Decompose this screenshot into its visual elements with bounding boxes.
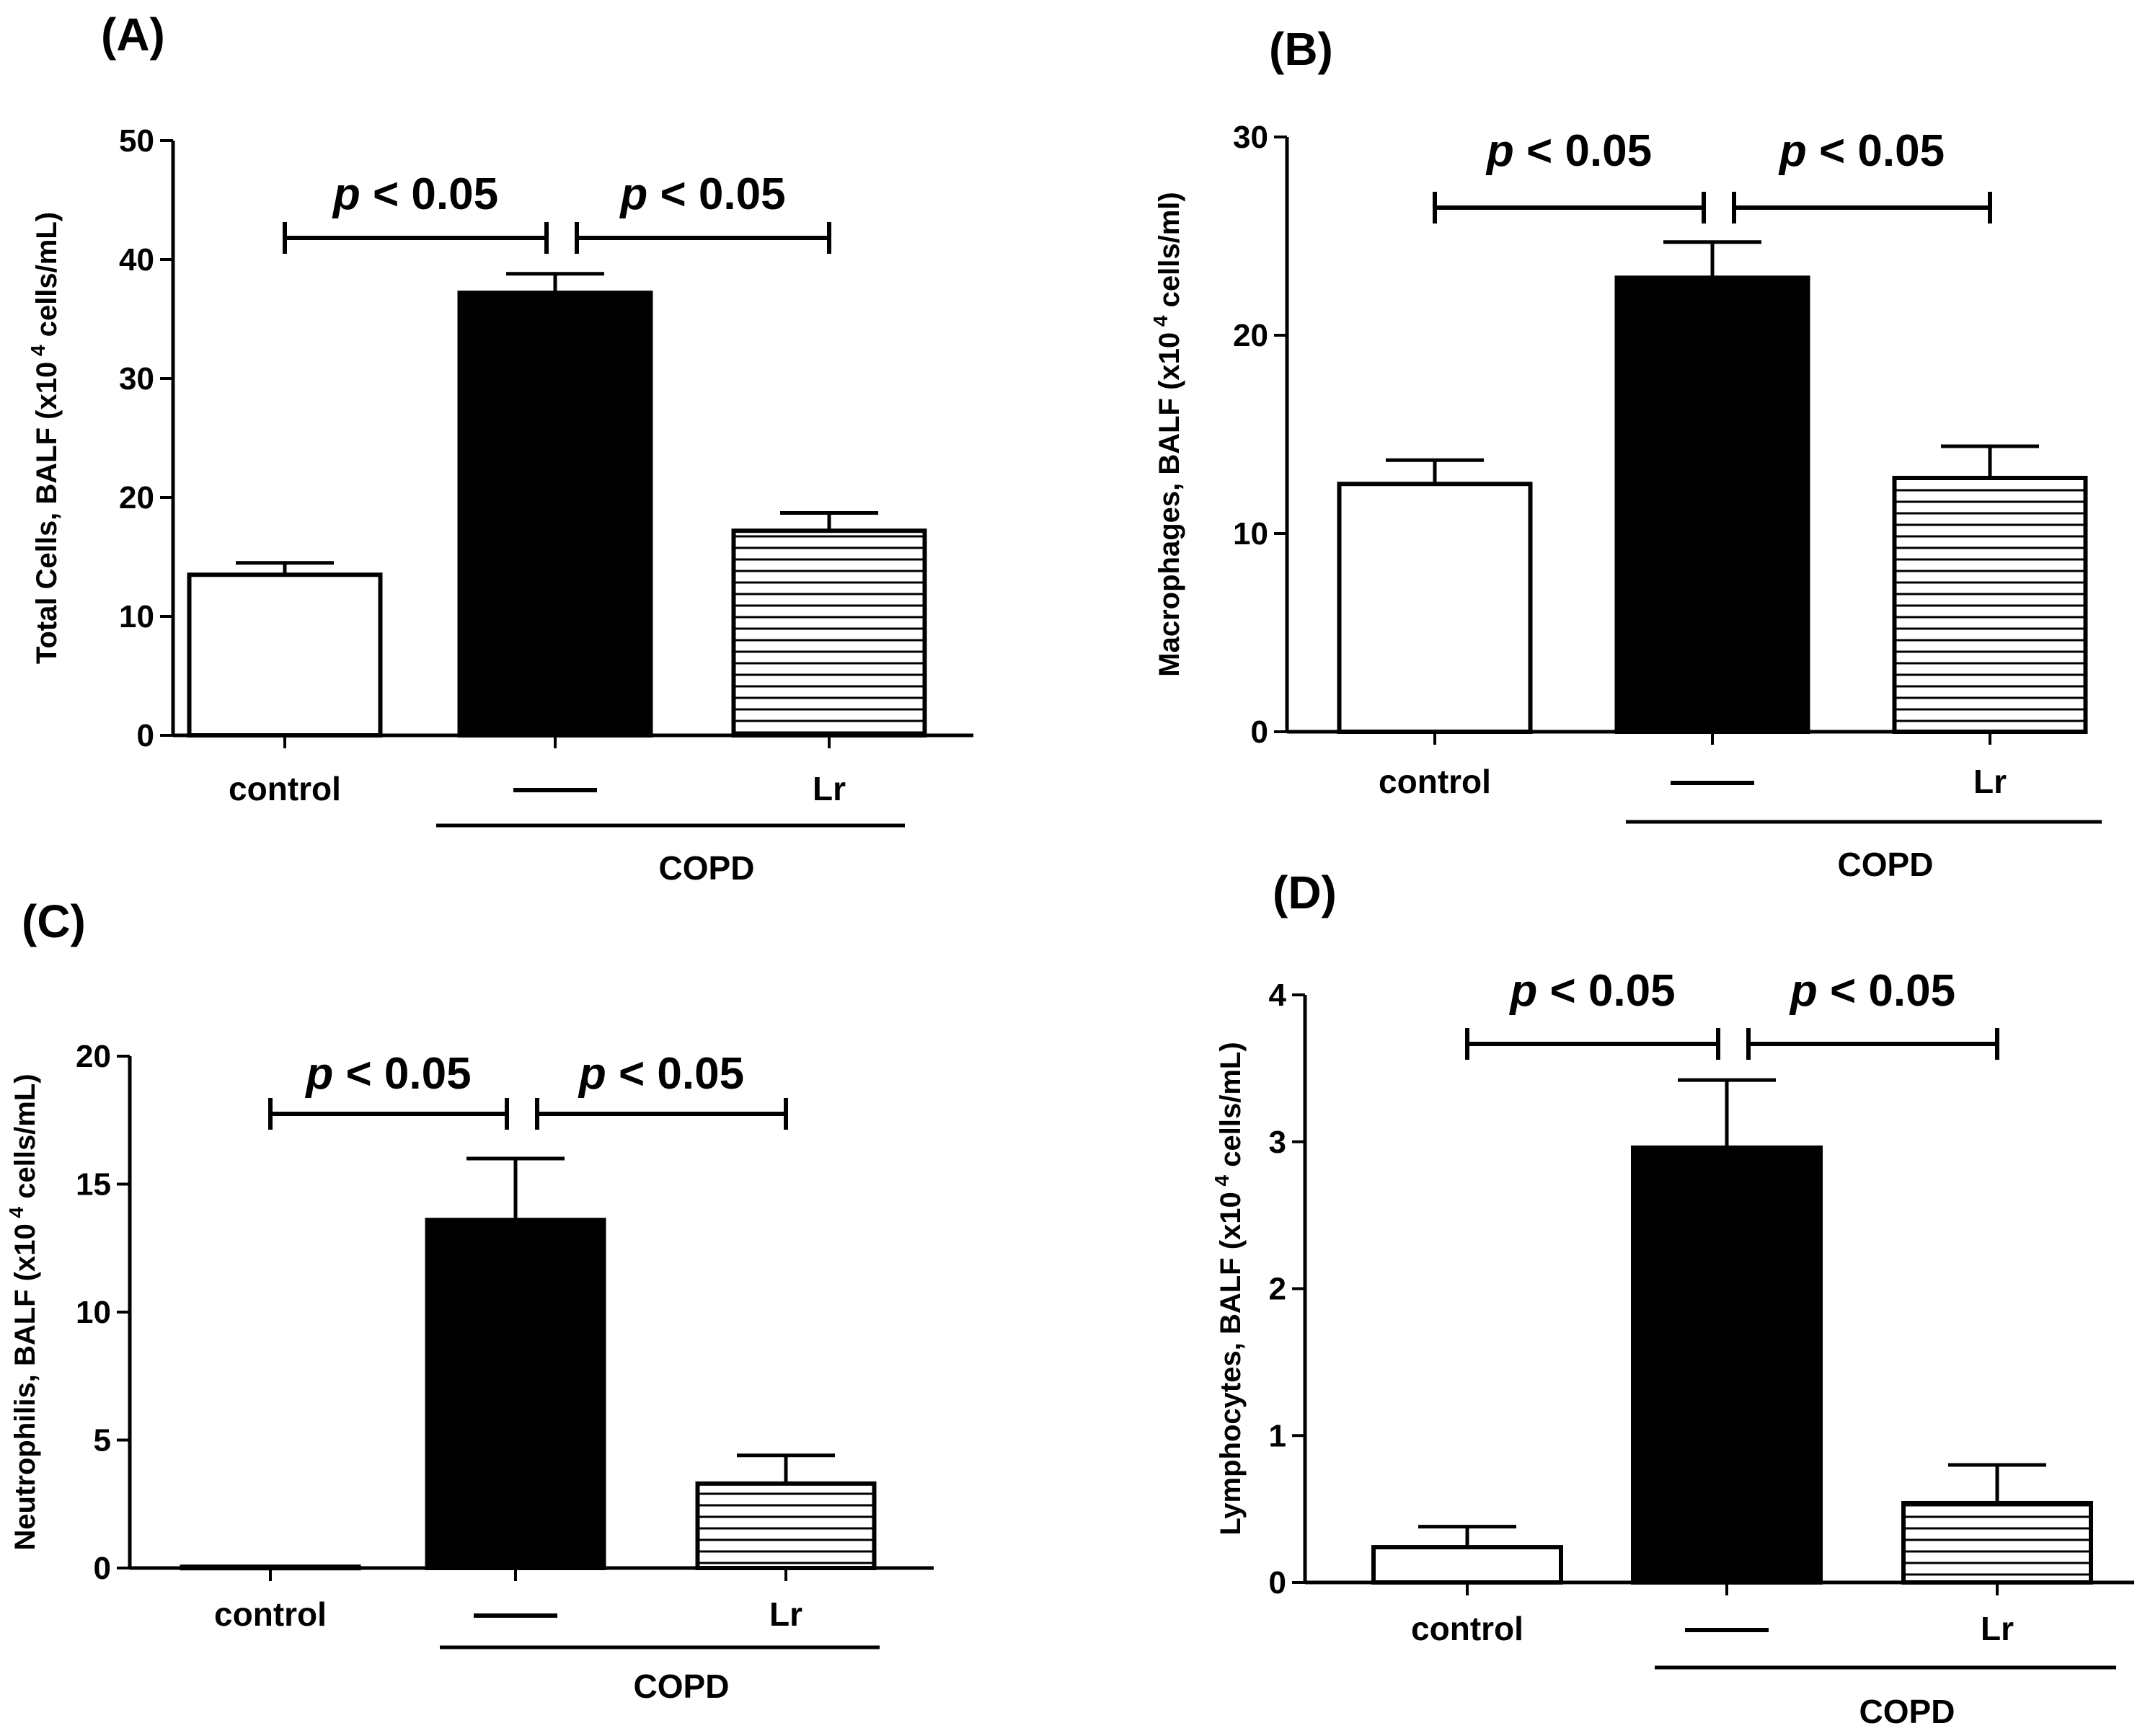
bar-2 [1631,1145,1823,1585]
significance-value: < 0.05 [647,169,785,219]
bar-3 [731,528,927,738]
significance-label: p < 0.05 [578,1049,744,1099]
bar-1 [1337,482,1533,734]
significance-label: p < 0.05 [304,1049,471,1099]
significance-p: p [578,1049,606,1099]
y-axis-label-main: Macrophages, BALF (x10 [1154,332,1185,677]
bar-3 [1892,476,2088,734]
y-tick-label: 1 [1269,1418,1286,1453]
x-category-label: — [539,770,572,807]
bar-2 [425,1218,606,1570]
panel-label: (B) [1269,23,1333,75]
y-tick-label: 10 [76,1295,111,1330]
x-category-label: Lr [813,770,846,807]
significance-value: < 0.05 [333,1049,471,1099]
y-axis-label-unit: cells/mL) [1215,1042,1247,1175]
x-category-label: control [1411,1610,1523,1647]
y-tick-label: 0 [137,718,154,753]
y-axis-label: Lymphocytes, BALF (x10 4 cells/mL) [1211,1042,1247,1535]
y-axis-label-unit: cells/mL) [9,1073,41,1207]
x-category-label: — [499,1595,532,1633]
significance-value: < 0.05 [1807,126,1945,176]
y-tick-label: 50 [119,123,154,159]
chart-panel-c: (C) 0 5 10 15 20 Neutrophilis, BALF (x10 4 cel… [5,895,934,1705]
y-tick-label: 10 [1233,516,1268,552]
y-tick-label: 20 [119,480,154,515]
copd-group-label: COPD [659,849,755,887]
y-axis-label: Total Cells, BALF (x10 4 cells/mL) [27,212,63,664]
y-tick-label: 2 [1269,1272,1286,1307]
significance-value: < 0.05 [1818,966,1955,1016]
significance-p: p [619,169,647,219]
y-axis-label-exponent: 4 [1149,315,1172,332]
y-axis-label-exponent: 4 [1211,1174,1233,1192]
y-tick-label: 15 [76,1167,111,1203]
significance-label: p < 0.05 [1789,966,1955,1016]
bar-3 [695,1481,877,1571]
significance-label: p < 0.05 [1778,126,1945,176]
y-axis-label-main: Total Cells, BALF (x10 [31,362,63,664]
significance-label: p < 0.05 [619,169,785,219]
x-category-label: — [1696,763,1729,800]
significance-p: p [1485,126,1514,176]
bar-3 [1901,1500,2093,1585]
significance-p: p [332,169,361,219]
significance-value: < 0.05 [606,1049,744,1099]
copd-group-label: COPD [1838,846,1934,883]
significance-value: < 0.05 [1514,126,1652,176]
significance-p: p [304,1049,333,1099]
y-tick-label: 0 [1269,1565,1286,1600]
panel-label: (C) [22,895,86,947]
significance-p: p [1789,966,1818,1016]
x-category-label: control [229,770,341,807]
y-axis-label-exponent: 4 [5,1206,27,1223]
y-axis-label-main: Lymphocytes, BALF (x10 [1215,1192,1247,1535]
y-axis-label: Neutrophilis, BALF (x10 4 cells/mL) [5,1073,41,1550]
y-axis-label-main: Neutrophilis, BALF (x10 [9,1223,41,1550]
bar-1 [187,572,383,738]
x-category-label: control [214,1595,327,1633]
chart-panel-b: (B) 0 10 20 30 Macrophages, BALF (x10 4 cells… [1149,23,2102,883]
bar-1 [180,1564,361,1571]
y-tick-label: 30 [119,361,154,397]
significance-value: < 0.05 [1537,966,1675,1016]
y-axis-label-exponent: 4 [27,345,49,362]
y-axis-label-unit: cells/mL) [31,212,63,345]
y-tick-label: 3 [1269,1125,1286,1160]
copd-group-label: COPD [1859,1693,1955,1730]
y-tick-label: 40 [119,242,154,278]
x-category-label: — [1710,1610,1743,1647]
y-axis-label: Macrophages, BALF (x10 4 cells/ml) [1149,192,1185,676]
significance-label: p < 0.05 [1485,126,1652,176]
y-tick-label: 4 [1269,978,1287,1013]
copd-group-label: COPD [634,1668,730,1705]
y-tick-label: 20 [1233,318,1268,353]
y-tick-label: 20 [76,1039,111,1074]
panel-label: (A) [101,9,165,61]
significance-p: p [1508,966,1537,1016]
bar-1 [1371,1545,1563,1585]
y-axis-label-unit: cells/ml) [1154,192,1185,315]
y-tick-label: 30 [1233,120,1268,155]
y-tick-label: 0 [94,1551,111,1586]
bar-2 [457,291,653,738]
x-category-label: control [1379,763,1491,800]
x-category-label: Lr [1981,1610,2014,1647]
significance-label: p < 0.05 [1508,966,1675,1016]
panel-label: (D) [1273,867,1337,918]
x-category-label: Lr [1973,763,2007,800]
bar-2 [1614,275,1810,734]
significance-label: p < 0.05 [332,169,498,219]
y-tick-label: 5 [94,1423,111,1458]
chart-panel-a: (A) 0 10 20 30 40 50 Total Cells, BALF (x10 4 c… [27,9,973,887]
y-tick-label: 0 [1251,714,1268,750]
significance-p: p [1778,126,1807,176]
significance-value: < 0.05 [361,169,498,219]
x-category-label: Lr [769,1595,802,1633]
y-tick-label: 10 [119,599,154,634]
